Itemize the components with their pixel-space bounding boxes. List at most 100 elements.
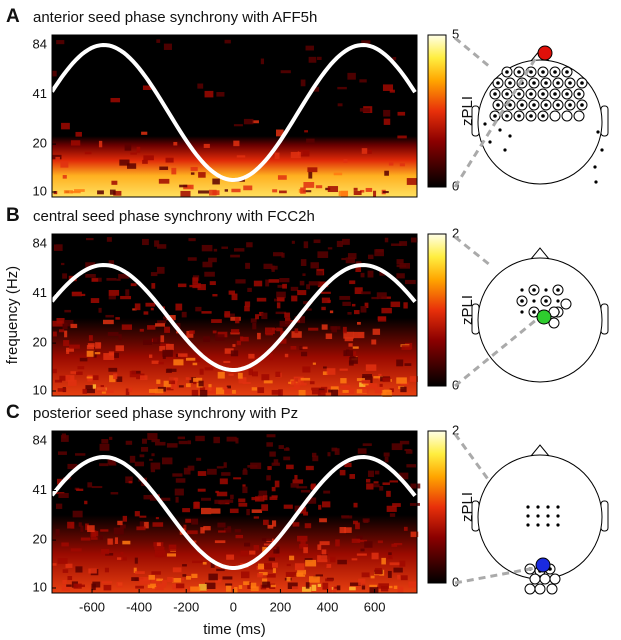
heat-blob (289, 555, 295, 561)
heat-blob (343, 331, 354, 339)
heat-blob (109, 189, 116, 195)
heat-blob (171, 167, 177, 175)
heat-blob (383, 452, 390, 457)
heat-blob (68, 379, 77, 386)
heat-blob (214, 540, 226, 544)
heat-blob (374, 567, 382, 575)
electrode (596, 130, 600, 134)
heat-blob (118, 273, 130, 279)
heat-blob (323, 366, 327, 369)
heat-blob (383, 109, 391, 117)
heat-blob (270, 584, 276, 588)
heat-blob (232, 344, 236, 347)
heat-blob (152, 522, 164, 527)
y-tick-label: 84 (33, 235, 47, 250)
heat-blob (203, 336, 211, 342)
heat-blob (76, 488, 84, 491)
heat-blob (373, 190, 377, 198)
heat-blob (317, 281, 329, 288)
heat-blob (272, 189, 278, 193)
heat-blob (272, 520, 277, 527)
heat-blob (325, 333, 333, 340)
heat-blob (178, 440, 188, 445)
heat-blob (218, 530, 226, 533)
heat-blob (399, 241, 408, 246)
heat-blob (294, 316, 306, 324)
plot-frame (51, 430, 418, 594)
heat-blob (302, 586, 312, 592)
heat-blob (276, 302, 281, 309)
heat-blob (365, 187, 373, 192)
heat-blob (255, 496, 265, 502)
electrode (546, 505, 550, 509)
heat-blob (276, 327, 283, 332)
heat-blob (278, 445, 284, 450)
heat-blob (353, 331, 365, 339)
heat-blob (237, 372, 243, 379)
heat-blob (278, 389, 283, 397)
head-map (471, 45, 609, 185)
heat-blob (384, 456, 389, 463)
electrode (561, 110, 573, 122)
heat-blob (248, 368, 253, 376)
heat-blob (322, 501, 331, 508)
heat-blob (382, 191, 389, 194)
heat-blob (141, 131, 148, 135)
heat-blob (86, 376, 93, 379)
heat-blob (302, 366, 311, 373)
heat-blob (98, 307, 102, 313)
electrode (565, 70, 569, 74)
heat-blob (186, 330, 194, 338)
heat-blob (56, 318, 65, 324)
heat-blob (242, 382, 251, 385)
y-tick-label: 41 (33, 86, 47, 101)
heat-blob (143, 339, 153, 345)
heat-blob (105, 314, 114, 318)
heat-blob (300, 79, 306, 87)
x-axis-label: time (ms) (203, 621, 266, 638)
heat-blob (177, 436, 186, 440)
heat-blob (156, 583, 166, 588)
heat-blob (243, 468, 247, 471)
heat-blob (245, 262, 251, 269)
heat-blob (251, 509, 263, 513)
heat-blob (308, 171, 313, 179)
heat-blob (66, 350, 70, 354)
heat-blob (201, 497, 211, 501)
heat-blob (410, 483, 421, 489)
heat-blob (156, 379, 161, 384)
heat-blob (356, 378, 365, 382)
heat-blob (326, 368, 336, 375)
electrode (539, 573, 551, 585)
electrode (556, 299, 560, 303)
heat-blob (125, 440, 133, 445)
heat-blob (78, 522, 82, 527)
heat-blob (330, 556, 336, 563)
panel-title: posterior seed phase synchrony with Pz (33, 405, 298, 422)
panel-letter: B (6, 205, 20, 226)
heat-blob (383, 118, 391, 125)
heat-blob (242, 484, 246, 487)
heat-blob (227, 526, 232, 530)
heat-blob (224, 389, 231, 394)
heat-blob (204, 387, 216, 394)
electrode (536, 523, 540, 527)
heat-blob (150, 469, 156, 473)
heat-blob (373, 484, 380, 488)
heat-blob (150, 307, 154, 311)
heat-blob (226, 385, 231, 389)
heat-blob (291, 586, 300, 590)
heat-blob (303, 182, 315, 188)
heat-blob (151, 360, 159, 364)
heat-blob (361, 40, 371, 45)
heat-blob (182, 508, 191, 513)
y-tick-label: 10 (33, 579, 47, 594)
heat-blob (311, 584, 317, 591)
heat-blob (61, 122, 70, 130)
colorbar-tick-label: 5 (452, 26, 459, 41)
heat-blob (216, 466, 224, 469)
heat-blob (97, 386, 106, 392)
heat-blob (166, 553, 177, 557)
heat-blob (329, 310, 334, 314)
heat-blob (297, 535, 308, 542)
